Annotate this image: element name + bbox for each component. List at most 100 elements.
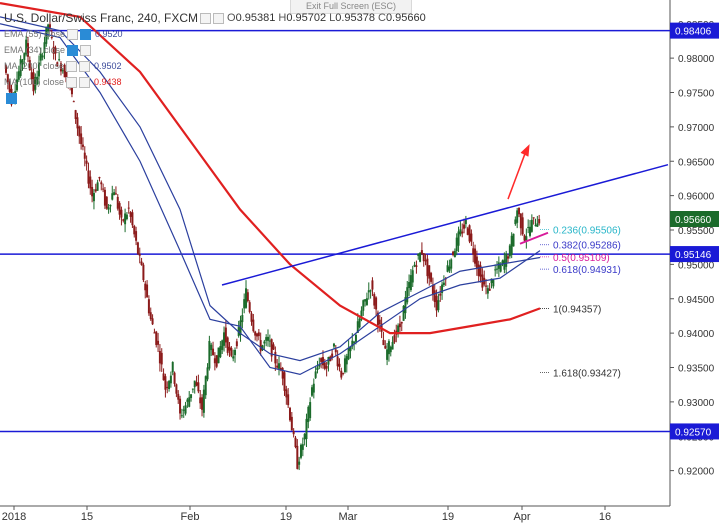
candle-body — [389, 346, 392, 353]
candle — [72, 100, 75, 103]
settings-icon[interactable] — [80, 44, 92, 56]
candle-body — [309, 402, 312, 419]
candle — [453, 248, 456, 258]
candle-body — [305, 418, 308, 440]
candle — [342, 372, 345, 376]
candle — [83, 146, 86, 167]
candle-body — [177, 393, 180, 400]
candle-body — [241, 315, 244, 323]
candle-body — [138, 253, 141, 256]
hide-icon[interactable] — [200, 12, 212, 24]
eye-icon[interactable] — [67, 44, 79, 56]
candle-body — [419, 252, 422, 262]
candle-body — [365, 298, 368, 305]
candle — [336, 350, 339, 371]
candle — [219, 341, 222, 359]
candle — [492, 278, 495, 289]
candle-body — [245, 288, 248, 308]
indicator-row-ema55[interactable]: EMA (55) close 0.9520 — [4, 26, 426, 42]
candle-body — [243, 299, 246, 309]
candle — [325, 362, 328, 377]
settings-icon[interactable] — [6, 92, 17, 104]
candle-body — [113, 192, 116, 196]
candle — [532, 217, 535, 225]
candle — [362, 299, 365, 316]
candle-body — [494, 269, 497, 271]
low-label: L — [329, 12, 336, 24]
candle-body — [417, 253, 420, 256]
time-tick-label: 19 — [442, 511, 454, 523]
candle — [204, 375, 207, 399]
candle-body — [5, 65, 7, 73]
candle-body — [263, 341, 266, 344]
candle-body — [276, 365, 279, 368]
settings-icon[interactable] — [79, 76, 91, 88]
candle-body — [534, 225, 537, 227]
candle — [332, 342, 335, 350]
candle — [188, 391, 191, 408]
candle — [402, 305, 405, 321]
candle — [195, 375, 198, 387]
candle — [89, 170, 92, 195]
candle-body — [80, 133, 83, 145]
candle-body — [45, 26, 48, 44]
candle-body — [149, 312, 152, 320]
candle-body — [56, 62, 59, 67]
settings-icon[interactable] — [213, 12, 225, 24]
settings-icon[interactable] — [79, 60, 91, 72]
candle — [43, 36, 46, 60]
candle-body — [175, 384, 178, 394]
candle — [518, 207, 521, 218]
candle — [56, 61, 59, 67]
candle-body — [470, 233, 473, 242]
candle-body — [213, 358, 216, 364]
eye-icon[interactable] — [66, 60, 78, 72]
candle-body — [519, 213, 522, 229]
symbol-title: U.S. Dollar/Swiss Franc, 240, FXCM — [4, 11, 199, 25]
candle-body — [508, 245, 511, 257]
candle-body — [89, 176, 92, 189]
candle-body — [301, 444, 304, 450]
candle — [217, 347, 220, 364]
candle-body — [235, 341, 238, 347]
candle — [419, 251, 422, 263]
candle — [30, 66, 33, 85]
settings-icon[interactable] — [80, 28, 92, 40]
candle-body — [274, 351, 277, 364]
candle-body — [466, 228, 469, 235]
candle — [334, 344, 337, 357]
candle-body — [400, 321, 403, 324]
candle-body — [39, 53, 42, 61]
indicator-row-ma100[interactable]: MA (100) close 0.9438 — [4, 74, 426, 90]
candle — [340, 367, 343, 380]
indicator-row-ma200[interactable]: MA (200) close 0.9502 — [4, 58, 426, 74]
candle — [142, 262, 145, 283]
exit-fullscreen-button[interactable]: Exit Full Screen (ESC) — [290, 0, 412, 14]
candle-body — [182, 409, 185, 411]
candle — [391, 336, 394, 350]
candle — [180, 408, 183, 419]
candle — [243, 293, 246, 314]
candle-body — [259, 340, 262, 352]
candle-body — [367, 290, 370, 293]
candle-body — [54, 47, 57, 54]
candle — [118, 201, 121, 220]
open-label: O — [227, 12, 236, 24]
candle — [149, 307, 152, 321]
indicator-row-extra[interactable] — [4, 90, 426, 106]
candle-body — [215, 355, 218, 367]
candle-body — [224, 327, 227, 343]
candle — [221, 339, 224, 355]
candle — [424, 253, 427, 266]
indicator-row-ema34[interactable]: EMA (34) close — [4, 42, 426, 58]
candle — [125, 211, 128, 221]
candle — [210, 342, 213, 357]
eye-icon[interactable] — [66, 76, 78, 88]
candle — [485, 279, 488, 295]
candle-body — [25, 39, 28, 55]
candle-body — [210, 344, 213, 351]
candle-body — [525, 236, 528, 241]
candle — [147, 295, 150, 316]
eye-icon[interactable] — [67, 28, 79, 40]
